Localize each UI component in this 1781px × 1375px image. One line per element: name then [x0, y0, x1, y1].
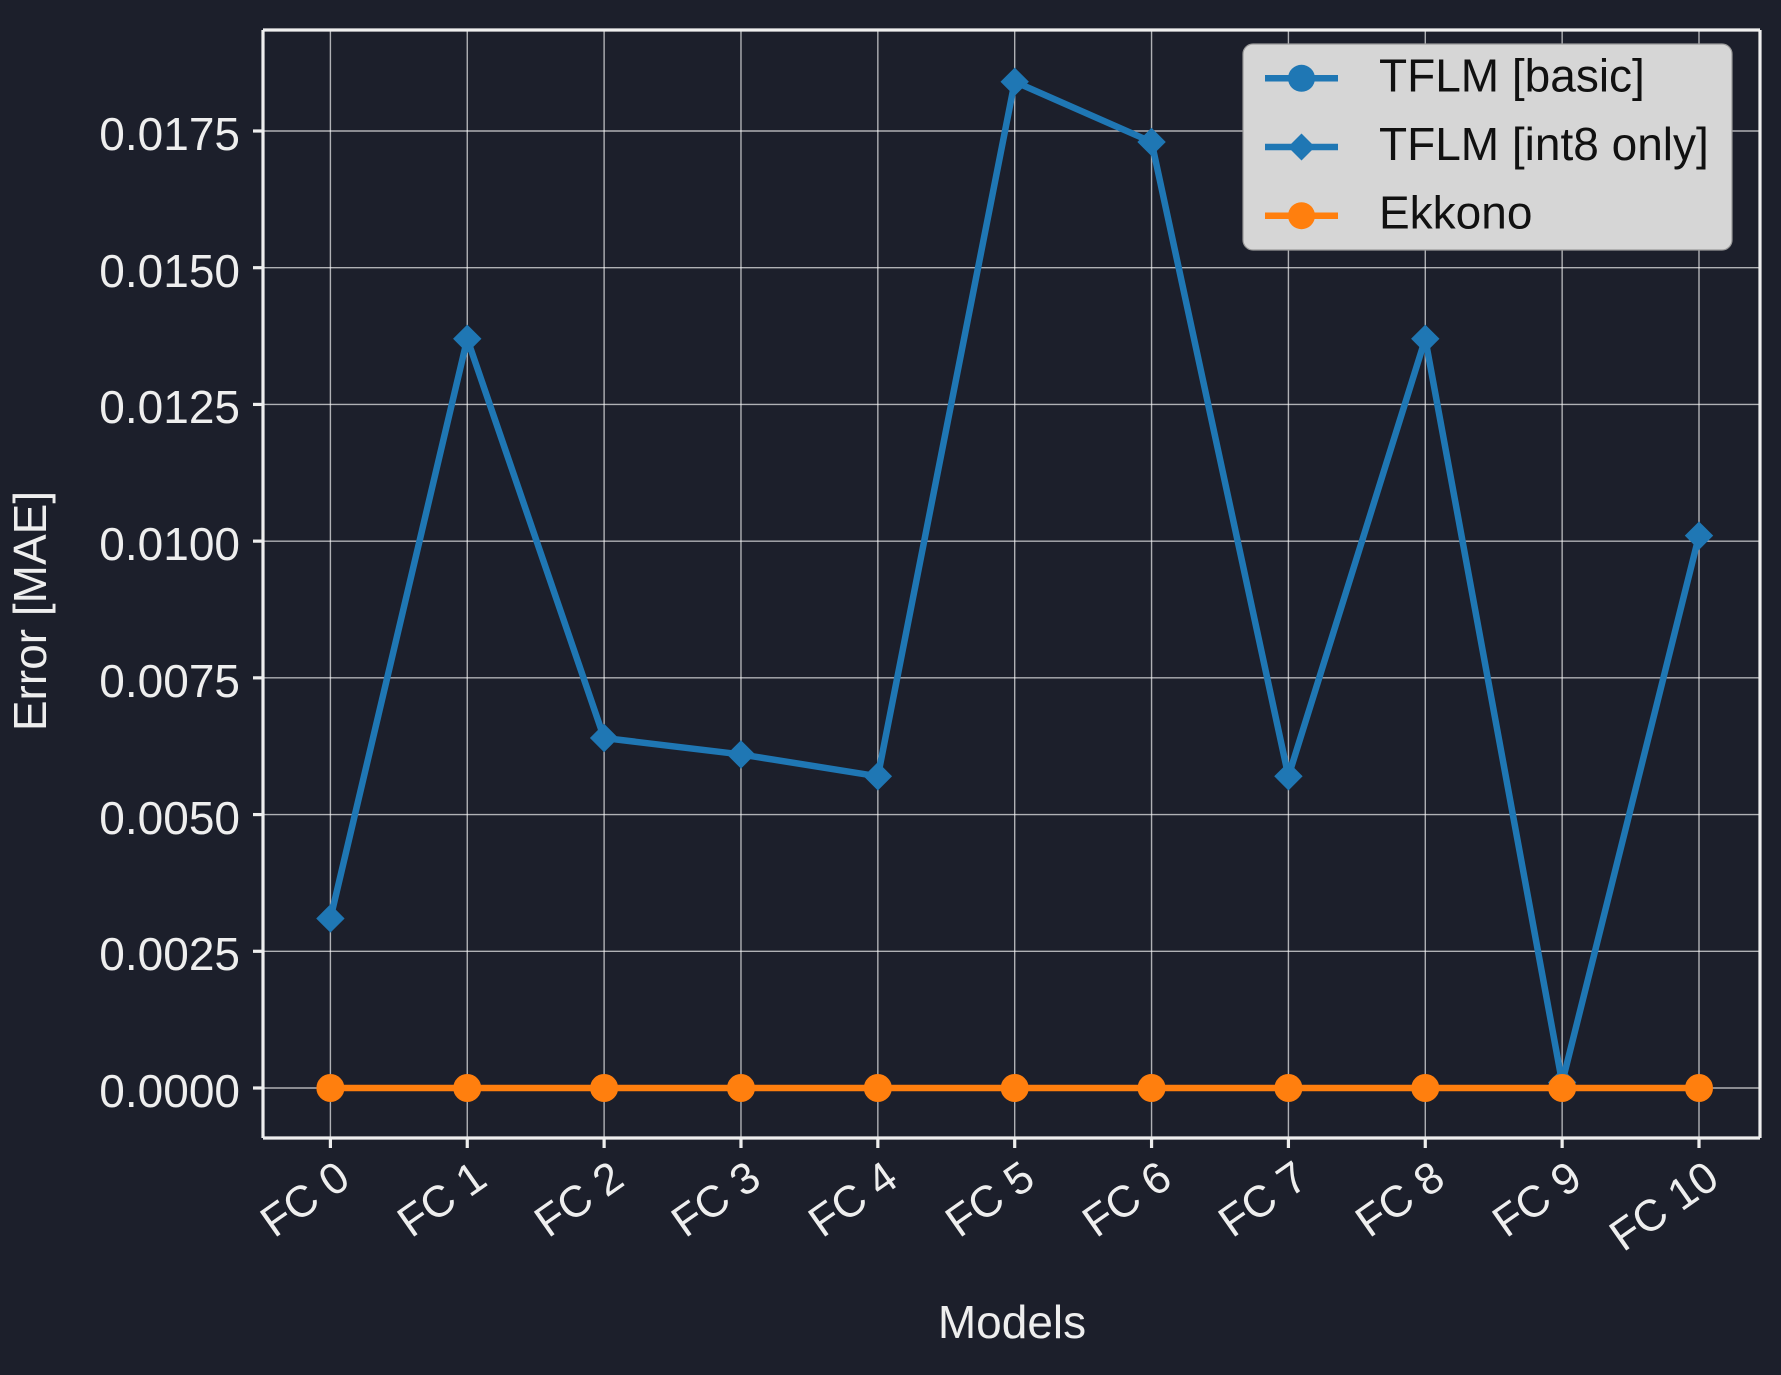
- svg-text:TFLM [basic]: TFLM [basic]: [1379, 49, 1645, 101]
- svg-text:Ekkono: Ekkono: [1379, 187, 1532, 239]
- svg-text:TFLM [int8 only]: TFLM [int8 only]: [1379, 118, 1709, 170]
